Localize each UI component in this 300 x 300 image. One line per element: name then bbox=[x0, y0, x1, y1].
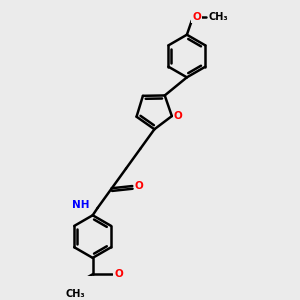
Text: O: O bbox=[114, 269, 123, 279]
Text: O: O bbox=[135, 181, 143, 191]
Text: CH₃: CH₃ bbox=[208, 12, 228, 22]
Text: CH₃: CH₃ bbox=[65, 289, 85, 299]
Text: O: O bbox=[173, 110, 182, 121]
Text: O: O bbox=[192, 12, 201, 22]
Text: NH: NH bbox=[72, 200, 89, 210]
